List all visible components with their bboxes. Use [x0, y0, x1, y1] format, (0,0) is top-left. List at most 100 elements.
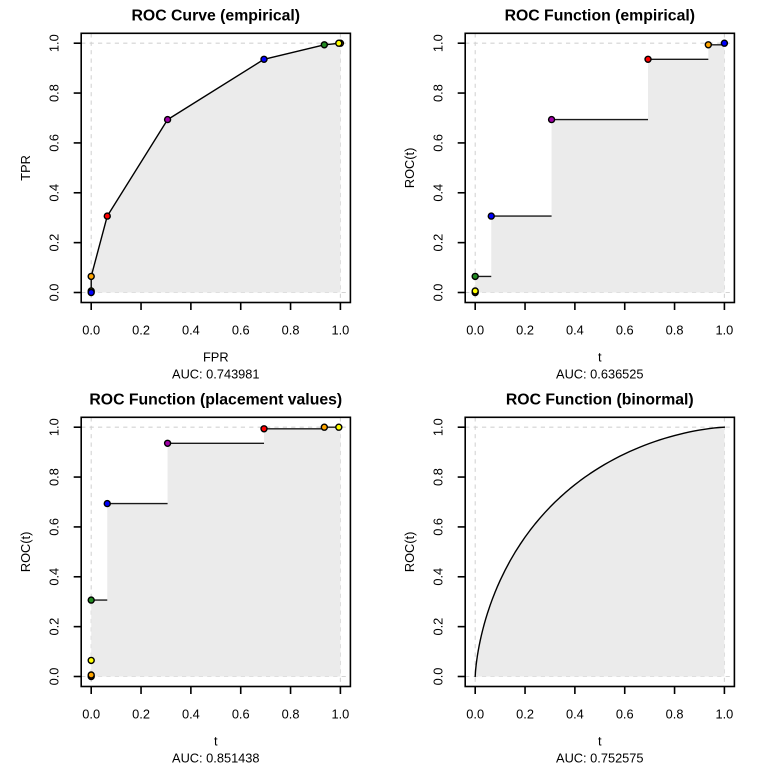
x-tick-label: 0.6	[232, 323, 250, 338]
x-tick-label: 0.6	[616, 707, 634, 722]
data-point-orange	[704, 41, 713, 49]
y-tick-label: 0.8	[431, 84, 446, 102]
panel-1: 0.0 0.0 0.2 0.2 0.4 0.4 0.6 0.6 0.8 0.8 1.0 1.0 ROC …	[18, 8, 352, 382]
x-tick-label: 0.8	[282, 707, 300, 722]
y-tick-label: 0.4	[431, 184, 446, 202]
data-point-red	[103, 212, 111, 220]
x-tick-label: 0.8	[282, 323, 300, 338]
y-tick-label: 1.0	[431, 34, 446, 52]
y-tick-label: 0.6	[47, 518, 62, 536]
plot-area	[465, 33, 735, 303]
x-axis-label: t	[214, 734, 218, 749]
auc-label: AUC: 0.636525	[556, 367, 644, 382]
y-axis-label: ROC(t)	[18, 532, 33, 573]
data-point-yellow	[335, 39, 343, 47]
x-axis-label: FPR	[203, 350, 229, 365]
x-tick-label: 0.2	[132, 707, 150, 722]
y-tick-label: 0.8	[431, 468, 446, 486]
data-point-yellow	[87, 656, 95, 665]
y-tick-label: 0.6	[47, 134, 62, 152]
y-axis-label: ROC(t)	[402, 532, 417, 573]
y-tick-label: 0.8	[47, 84, 62, 102]
plot-box	[80, 32, 352, 304]
data-point-blue	[487, 212, 495, 220]
panel-3: 0.0 0.0 0.2 0.2 0.4 0.4 0.6 0.6 0.8 0.8 1.0 1.0 ROC …	[18, 392, 352, 766]
plot-area	[465, 417, 735, 687]
x-tick-label: 1.0	[332, 707, 350, 722]
x-tick-label: 0.0	[466, 323, 484, 338]
data-point-orange	[320, 423, 329, 431]
data-point-orange	[87, 671, 95, 679]
y-tick-label: 1.0	[431, 418, 446, 436]
panel-title: ROC Curve (empirical)	[132, 8, 301, 25]
x-tick-label: 0.8	[666, 707, 684, 722]
plot-box	[80, 416, 352, 688]
x-tick-label: 0.4	[566, 707, 584, 722]
plot-box	[464, 32, 736, 304]
y-tick-label: 0.0	[47, 284, 62, 302]
x-tick-label: 0.2	[516, 707, 534, 722]
auc-label: AUC: 0.851438	[172, 751, 260, 766]
data-point-blue	[260, 55, 268, 63]
auc-area	[91, 43, 341, 293]
auc-area	[91, 427, 341, 677]
y-tick-label: 0.4	[47, 568, 62, 586]
y-tick-label: 0.6	[431, 134, 446, 152]
x-tick-label: 1.0	[716, 707, 734, 722]
y-tick-label: 0.0	[431, 284, 446, 302]
y-tick-label: 0.4	[431, 568, 446, 586]
x-tick-label: 0.4	[182, 323, 200, 338]
panel-title: ROC Function (placement values)	[89, 392, 342, 409]
data-point-green	[471, 272, 479, 281]
plot-box	[464, 416, 736, 688]
y-tick-label: 1.0	[47, 34, 62, 52]
x-tick-label: 0.6	[616, 323, 634, 338]
data-point-red	[644, 55, 652, 63]
data-point-green	[320, 41, 329, 49]
panel-title: ROC Function (binormal)	[506, 392, 694, 409]
y-tick-label: 0.0	[47, 668, 62, 686]
data-point-blue	[87, 288, 95, 297]
x-axis-label: t	[598, 734, 602, 749]
x-axis-label: t	[598, 350, 602, 365]
roc-curve	[474, 426, 726, 678]
data-point-purple	[163, 115, 172, 124]
x-tick-label: 0.6	[232, 707, 250, 722]
x-tick-label: 0.4	[566, 323, 584, 338]
x-tick-label: 0.2	[516, 323, 534, 338]
x-tick-label: 0.4	[182, 707, 200, 722]
data-point-purple	[163, 439, 172, 447]
auc-area	[475, 427, 725, 677]
data-point-blue	[103, 499, 111, 508]
panel-4: 0.0 0.0 0.2 0.2 0.4 0.4 0.6 0.6 0.8 0.8 1.0 1.0 ROC …	[402, 392, 736, 766]
auc-label: AUC: 0.743981	[172, 367, 260, 382]
auc-area	[475, 44, 725, 293]
x-tick-label: 0.2	[132, 323, 150, 338]
y-tick-label: 1.0	[47, 418, 62, 436]
x-tick-label: 0.0	[82, 707, 100, 722]
y-tick-label: 0.2	[47, 234, 62, 252]
y-tick-label: 0.2	[431, 234, 446, 252]
data-point-yellow	[471, 287, 479, 295]
plot-area	[81, 33, 351, 303]
data-point-orange	[87, 272, 95, 281]
data-point-yellow	[335, 423, 343, 431]
panel-2: 0.0 0.0 0.2 0.2 0.4 0.4 0.6 0.6 0.8 0.8 1.0 1.0 ROC …	[402, 8, 736, 382]
auc-label: AUC: 0.752575	[556, 751, 644, 766]
plot-area	[81, 417, 351, 687]
x-tick-label: 0.8	[666, 323, 684, 338]
data-point-blue	[720, 39, 729, 47]
y-tick-label: 0.0	[431, 668, 446, 686]
y-tick-label: 0.2	[431, 618, 446, 636]
panel-title: ROC Function (empirical)	[505, 8, 695, 25]
y-axis-label: ROC(t)	[402, 148, 417, 189]
x-tick-label: 1.0	[332, 323, 350, 338]
x-tick-label: 1.0	[716, 323, 734, 338]
data-point-green	[87, 596, 95, 604]
y-tick-label: 0.8	[47, 468, 62, 486]
y-tick-label: 0.4	[47, 184, 62, 202]
x-tick-label: 0.0	[466, 707, 484, 722]
data-point-purple	[547, 115, 556, 124]
